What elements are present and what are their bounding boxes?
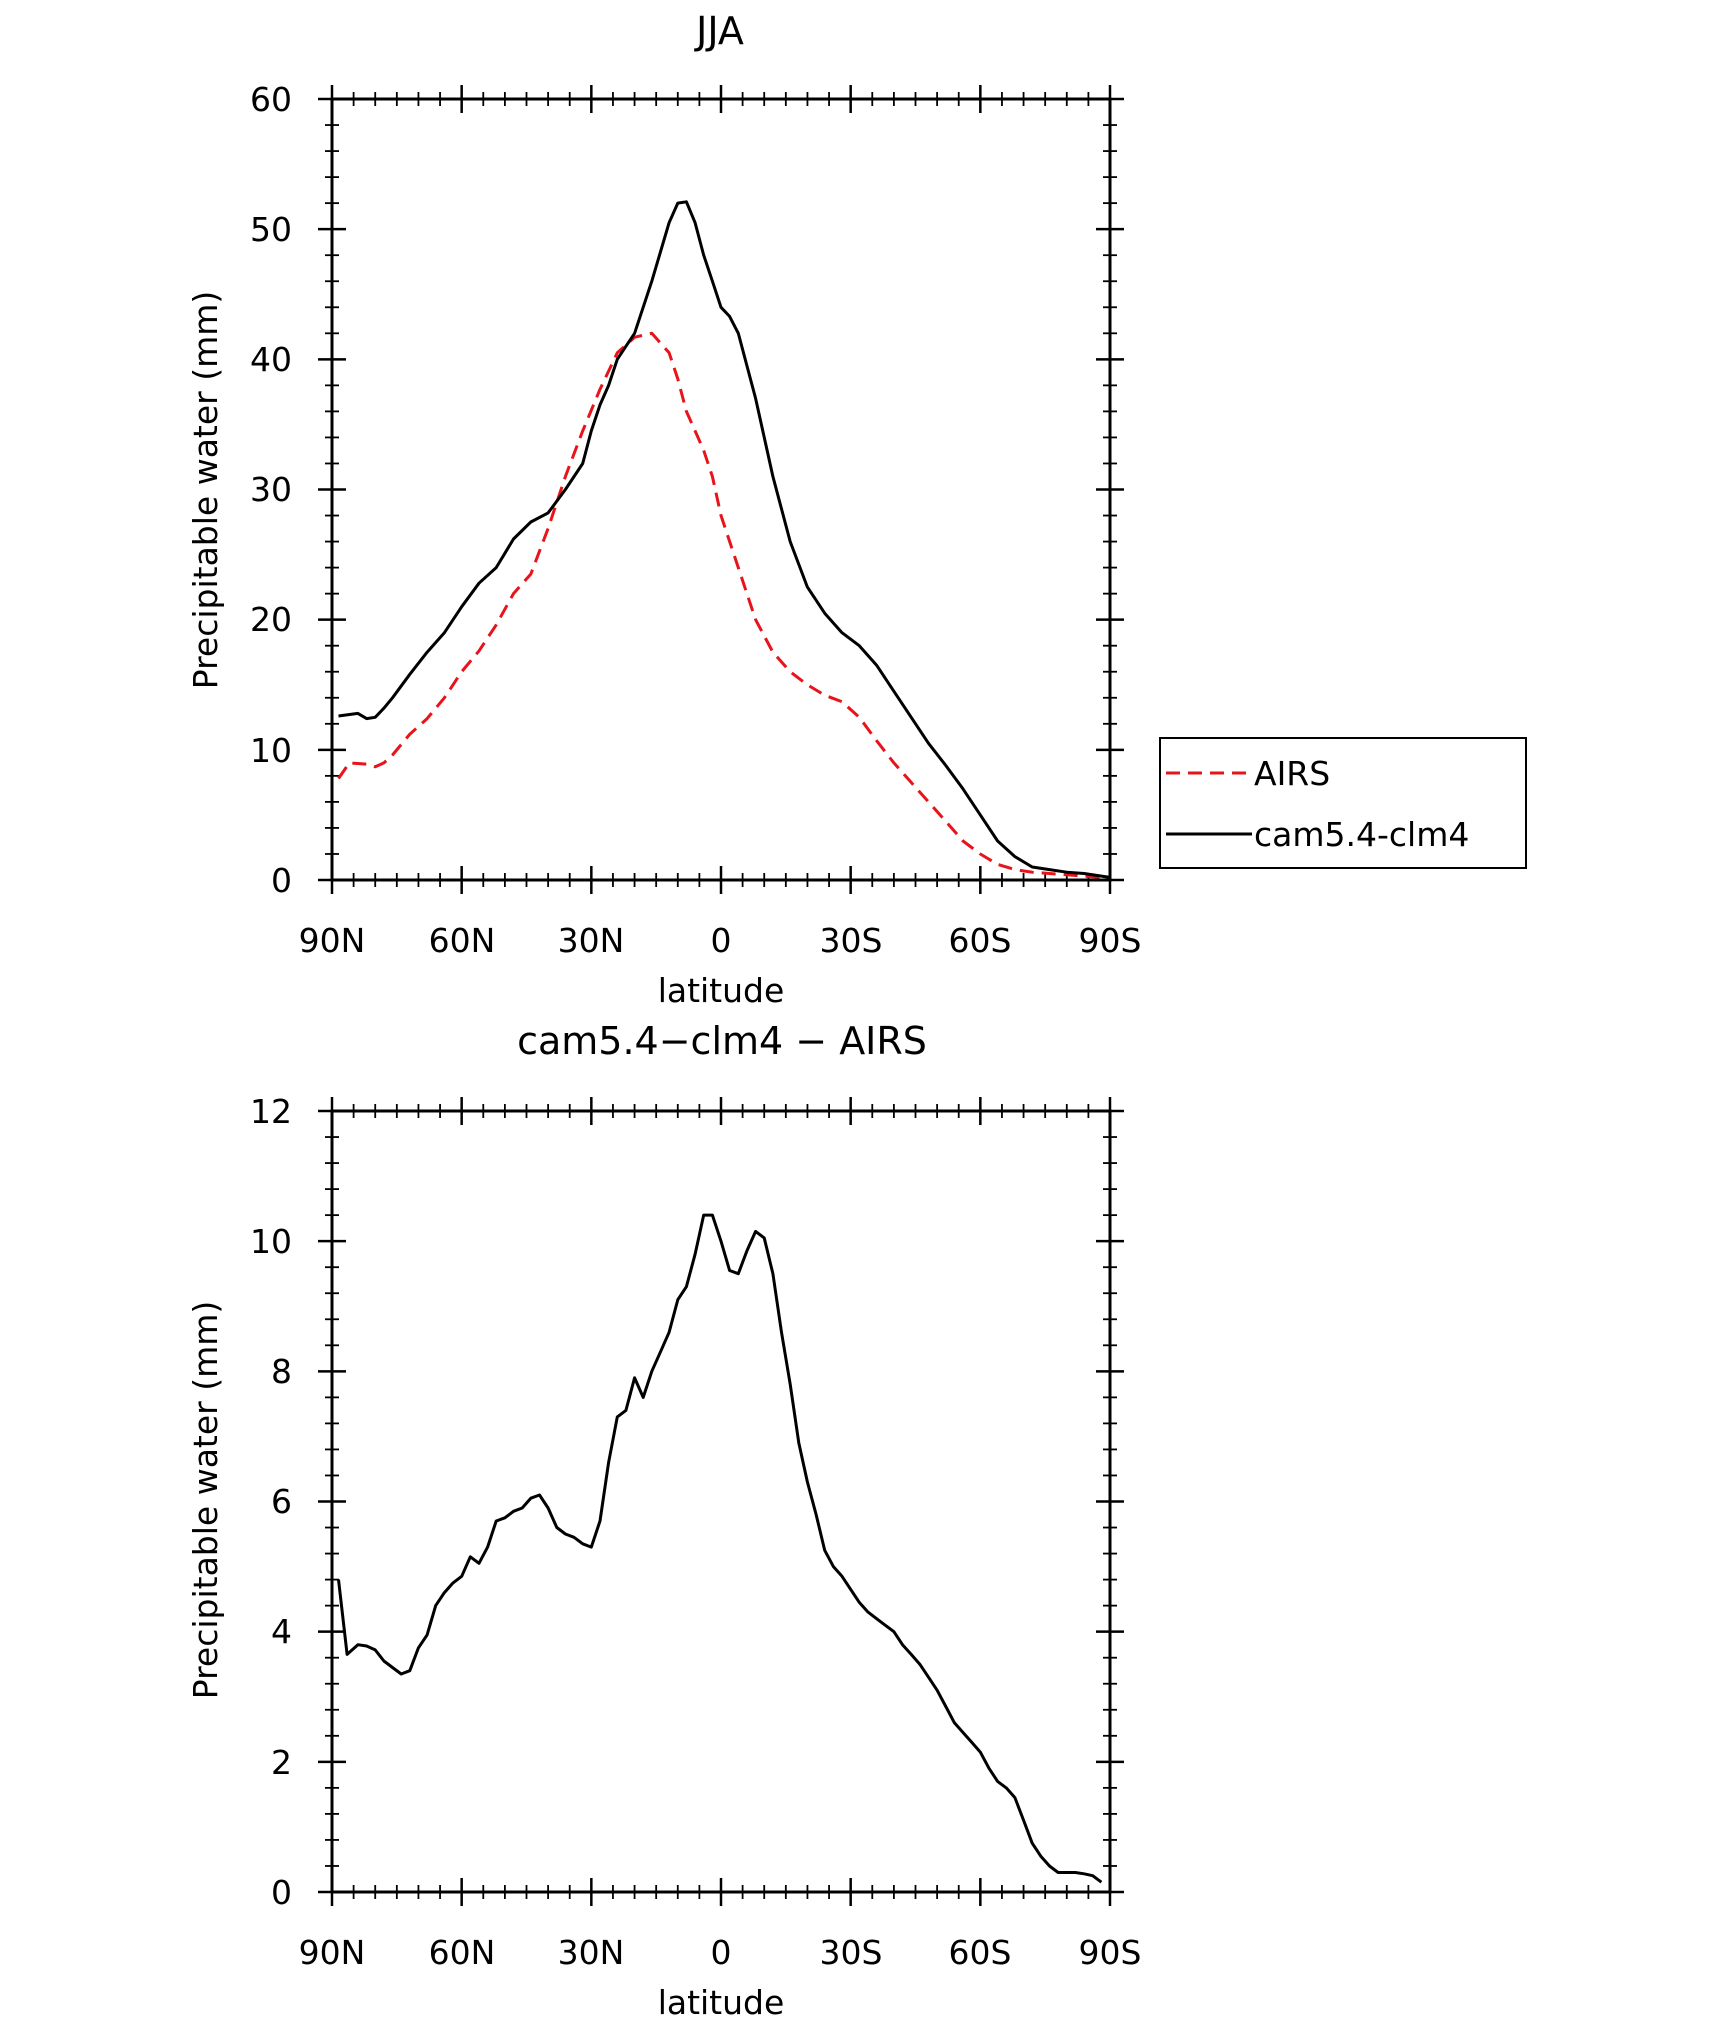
upper-plot-title: JJA [694,9,744,53]
series-line-airs [337,331,1110,879]
upper-major-ticks [318,85,1124,894]
y-tick-label: 6 [271,1482,292,1521]
x-tick-label: 0 [711,921,732,960]
legend-box [1159,737,1527,869]
y-tick-label: 8 [271,1352,292,1391]
x-tick-label: 60S [949,921,1012,960]
x-tick-label: 30N [558,1933,625,1972]
x-tick-label: 90N [299,921,366,960]
x-tick-label: 90N [299,1933,366,1972]
lower-y-axis-title: Precipitable water (mm) [186,1301,225,1700]
lower-y-tick-labels: 0 2 4 6 8 10 12 [250,1092,292,1912]
y-tick-label: 60 [250,80,292,119]
lower-x-axis-title: latitude [658,1983,785,2021]
y-tick-label: 50 [250,210,292,249]
x-tick-label: 30N [558,921,625,960]
y-tick-label: 30 [250,470,292,509]
upper-panel: JJA 0 10 20 30 40 50 60 90N 60N 30N 0 30… [186,9,1527,1010]
y-tick-label: 40 [250,340,292,379]
y-tick-label: 0 [271,861,292,900]
lower-plot-title: cam5.4−clm4 − AIRS [517,1019,927,1063]
x-tick-label: 0 [711,1933,732,1972]
lower-plot-lines [337,1213,1103,1884]
x-tick-label: 30S [820,1933,883,1972]
lower-panel: cam5.4−clm4 − AIRS 0 2 4 6 8 10 12 90N 6… [186,1019,1141,2021]
y-tick-label: 20 [250,600,292,639]
legend-label-cam: cam5.4-clm4 [1254,815,1469,854]
upper-y-tick-labels: 0 10 20 30 40 50 60 [250,80,292,900]
x-tick-label: 60N [429,1933,496,1972]
y-tick-label: 10 [250,731,292,770]
x-tick-label: 90S [1079,921,1142,960]
x-tick-label: 90S [1079,1933,1142,1972]
lower-x-tick-labels: 90N 60N 30N 0 30S 60S 90S [299,1933,1142,1972]
lower-minor-ticks [325,1104,1117,1899]
lower-plot-frame [330,1109,1112,1894]
upper-x-axis-title: latitude [658,971,785,1010]
legend: AIRS cam5.4-clm4 [1159,737,1527,869]
upper-minor-ticks [325,92,1117,887]
y-tick-label: 0 [271,1873,292,1912]
upper-x-tick-labels: 90N 60N 30N 0 30S 60S 90S [299,921,1142,960]
x-tick-label: 60N [429,921,496,960]
legend-label-airs: AIRS [1254,754,1330,793]
y-tick-label: 10 [250,1222,292,1261]
upper-plot-lines [337,200,1111,879]
series-line-cam5-4-clm4 [338,200,1111,879]
y-tick-label: 4 [271,1612,292,1651]
upper-plot-frame [330,97,1112,882]
x-tick-label: 60S [949,1933,1012,1972]
x-tick-label: 30S [820,921,883,960]
y-tick-label: 2 [271,1743,292,1782]
upper-y-axis-title: Precipitable water (mm) [186,291,225,690]
y-tick-label: 12 [250,1092,292,1131]
series-line-cam5-4-clm4-airs [337,1213,1103,1884]
